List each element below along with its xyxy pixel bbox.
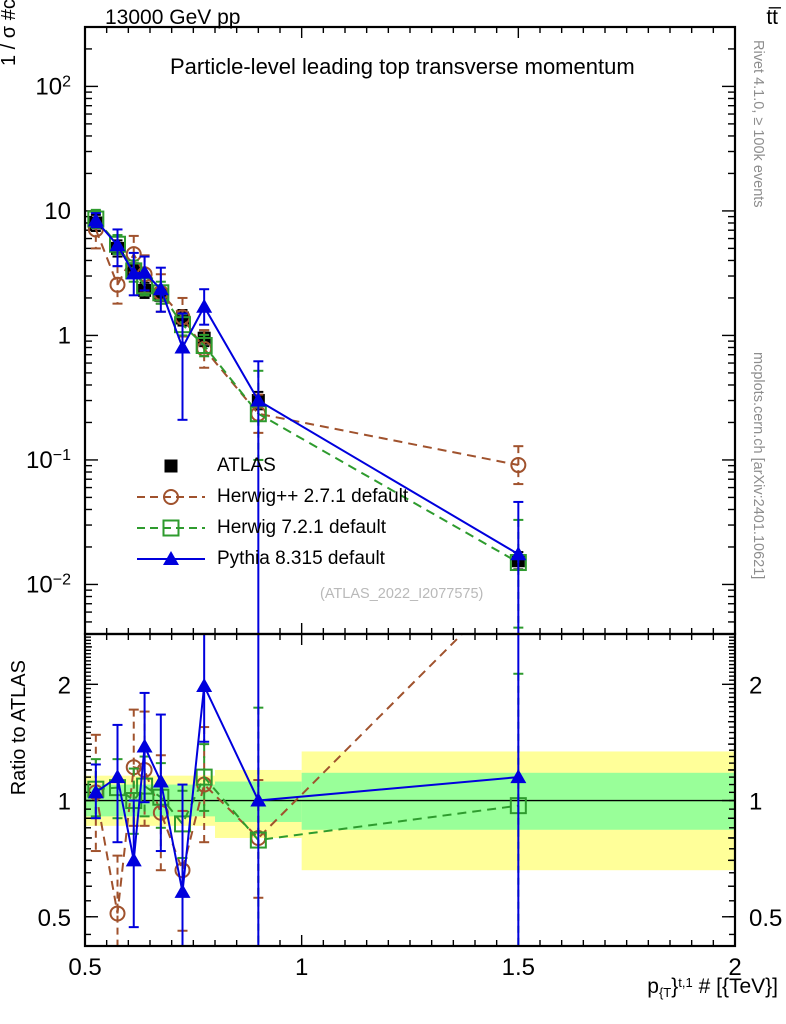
ratio-point [87, 784, 104, 799]
x-tick-label: 1 [295, 954, 308, 981]
y-tick-label: 1 [58, 322, 71, 349]
data-point [510, 546, 527, 561]
chart-title: Particle-level leading top transverse mo… [170, 54, 635, 79]
main-panel-series [87, 208, 527, 634]
ratio-point [109, 905, 126, 922]
legend-label: Herwig 7.2.1 default [217, 516, 386, 538]
legend-label: Pythia 8.315 default [217, 547, 385, 569]
legend-label: Herwig++ 2.7.1 default [217, 485, 409, 507]
axis-frames [83, 25, 737, 948]
series-herwigpp [87, 209, 527, 486]
data-point [125, 265, 142, 280]
data-point [196, 298, 213, 313]
ratio-point [152, 773, 169, 788]
y-tick-label: 10−1 [26, 447, 71, 474]
data-point [152, 281, 169, 296]
ratio-panel-frame [83, 632, 737, 948]
data-point [109, 276, 126, 293]
ratio-point [136, 738, 153, 753]
ratio-point [125, 852, 142, 867]
legend-marker-filled-triangle [135, 549, 207, 569]
ratio-point [109, 769, 126, 784]
legend-item-2: Herwig 7.2.1 default [135, 512, 408, 543]
ratio-point [196, 678, 213, 693]
ratio-y-tick-label: 2 [58, 672, 71, 699]
ratio-panel-series [87, 634, 527, 946]
ratio-y-tick-label-right: 0.5 [749, 905, 782, 932]
data-point [510, 457, 527, 474]
ratio-y-tick-label: 1 [58, 789, 71, 816]
legend-label: ATLAS [217, 454, 276, 476]
analysis-id-watermark: (ATLAS_2022_I2077575) [320, 586, 484, 602]
legend-marker-open-square [135, 518, 207, 538]
legend-symbol [163, 488, 179, 505]
x-tick-label: 0.5 [68, 954, 101, 981]
mcplots-reference-label: mcplots.cern.ch [arXiv:2401.10621] [750, 352, 766, 580]
data-point [87, 212, 104, 227]
y-axis-label: 1 / σ #cdot # dσ / d p{T}t,1 # [{TeV}-1] [0, 0, 22, 66]
ratio-point [195, 768, 213, 786]
ratio-y-tick-label: 0.5 [38, 905, 71, 932]
ratio-point [510, 769, 527, 784]
ratio-line [94, 634, 464, 914]
y-tick-label: 10−2 [26, 571, 71, 598]
rivet-version-label: Rivet 4.1.0, ≥ 100k events [750, 40, 766, 208]
legend-marker-filled-square [135, 456, 207, 476]
legend-symbol [162, 519, 180, 536]
series-line [95, 218, 519, 564]
legend-item-3: Pythia 8.315 default [135, 543, 408, 574]
data-point [174, 339, 191, 354]
x-tick-label: 2 [728, 954, 741, 981]
ratio-point [174, 883, 191, 898]
axis-tick-labels: 0.5 1 1.5 2 102 10 1 10−1 10−2 2 2 1 1 0.5 0.5 [26, 73, 782, 981]
y-tick-label: 102 [35, 73, 71, 100]
data-point [250, 392, 267, 407]
process-label: tt̅ [766, 6, 778, 29]
legend-symbol [164, 459, 178, 472]
legend-marker-open-circle [135, 487, 207, 507]
ratio-y-tick-label-right: 1 [749, 789, 762, 816]
legend-item-1: Herwig++ 2.7.1 default [135, 481, 408, 512]
ratio-series-pythia [87, 634, 527, 946]
data-point [109, 237, 126, 252]
data-point [136, 264, 153, 279]
legend: ATLAS Herwig++ 2.7.1 default Herwig 7.2.1 … [135, 450, 408, 574]
x-axis-label: p{T}t,1 # [{TeV}] [647, 975, 778, 1001]
x-tick-label: 1.5 [502, 954, 535, 981]
ratio-y-tick-label-right: 2 [749, 672, 762, 699]
legend-symbol [163, 550, 179, 565]
beam-energy-label: 13000 GeV pp [105, 6, 241, 29]
ratio-y-axis-label: Ratio to ATLAS [8, 660, 30, 796]
data-point [195, 337, 213, 355]
series-pythia [87, 212, 527, 634]
ratio-point [250, 792, 267, 807]
legend-item-0: ATLAS [135, 450, 408, 481]
y-tick-label: 10 [44, 198, 71, 225]
